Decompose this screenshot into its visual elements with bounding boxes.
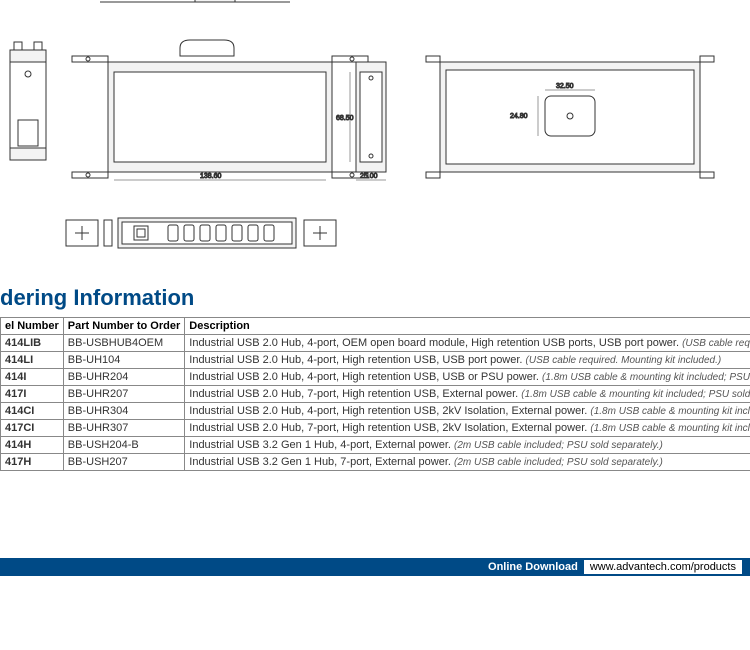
cell-desc: Industrial USB 2.0 Hub, 4-port, High ret… (185, 369, 750, 386)
cell-desc: Industrial USB 3.2 Gen 1 Hub, 7-port, Ex… (185, 454, 750, 471)
cell-part: BB-USBHUB4OEM (63, 335, 184, 352)
ordering-section: dering Information el Number Part Number… (0, 285, 750, 471)
drawing-port-strip (66, 218, 336, 248)
footer-bar: Online Download www.advantech.com/produc… (0, 558, 750, 576)
table-row: 417IBB-UHR207Industrial USB 2.0 Hub, 7-p… (1, 386, 750, 403)
drawing-top-view: 32.50 24.80 (426, 56, 714, 178)
table-row: 414LIBB-UH104Industrial USB 2.0 Hub, 4-p… (1, 352, 750, 369)
drawing-side-small (10, 42, 46, 160)
section-title: dering Information (0, 285, 750, 311)
footer-label: Online Download (488, 561, 578, 573)
th-desc: Description (185, 318, 750, 335)
cell-desc: Industrial USB 2.0 Hub, 4-port, High ret… (185, 352, 750, 369)
cell-part: BB-UHR307 (63, 420, 184, 437)
footer-url[interactable]: www.advantech.com/products (584, 560, 742, 574)
dim-bracket-h: 24.80 (510, 113, 528, 120)
table-row: 414IBB-UHR204Industrial USB 2.0 Hub, 4-p… (1, 369, 750, 386)
table-row: 414HBB-USH204-BIndustrial USB 3.2 Gen 1 … (1, 437, 750, 454)
cell-desc: Industrial USB 2.0 Hub, 4-port, High ret… (185, 403, 750, 420)
cell-model: 417CI (1, 420, 64, 437)
cell-model: 414LI (1, 352, 64, 369)
table-row: 414CIBB-UHR304Industrial USB 2.0 Hub, 4-… (1, 403, 750, 420)
cell-part: BB-USH207 (63, 454, 184, 471)
ordering-table: el Number Part Number to Order Descripti… (0, 317, 750, 471)
dim-width: 138.60 (200, 173, 222, 180)
th-part: Part Number to Order (63, 318, 184, 335)
th-model: el Number (1, 318, 64, 335)
dim-height: 68.50 (336, 115, 354, 122)
table-row: 414LIBBB-USBHUB4OEMIndustrial USB 2.0 Hu… (1, 335, 750, 352)
table-row: 417CIBB-UHR307Industrial USB 2.0 Hub, 7-… (1, 420, 750, 437)
cell-model: 414I (1, 369, 64, 386)
dim-lip: 25.00 (360, 173, 378, 180)
cell-model: 414CI (1, 403, 64, 420)
cell-part: BB-UHR207 (63, 386, 184, 403)
drawing-top-fragment (100, 0, 290, 2)
cell-desc: Industrial USB 2.0 Hub, 7-port, High ret… (185, 386, 750, 403)
cell-part: BB-UHR304 (63, 403, 184, 420)
dim-bracket-w: 32.50 (556, 83, 574, 90)
drawing-side-profile: 68.50 25.00 (336, 62, 386, 180)
cell-model: 414LIB (1, 335, 64, 352)
cell-model: 417I (1, 386, 64, 403)
cell-part: BB-USH204-B (63, 437, 184, 454)
cell-model: 414H (1, 437, 64, 454)
cell-desc: Industrial USB 2.0 Hub, 4-port, OEM open… (185, 335, 750, 352)
technical-drawings: 138.60 68.50 25.00 32.50 (0, 0, 750, 260)
cell-desc: Industrial USB 3.2 Gen 1 Hub, 4-port, Ex… (185, 437, 750, 454)
cell-part: BB-UH104 (63, 352, 184, 369)
table-row: 417HBB-USH207Industrial USB 3.2 Gen 1 Hu… (1, 454, 750, 471)
cell-part: BB-UHR204 (63, 369, 184, 386)
cell-model: 417H (1, 454, 64, 471)
cell-desc: Industrial USB 2.0 Hub, 7-port, High ret… (185, 420, 750, 437)
drawing-front-enclosure: 138.60 (72, 40, 368, 180)
